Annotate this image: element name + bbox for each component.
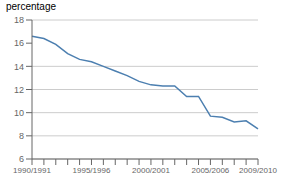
svg-text:10: 10 bbox=[14, 108, 24, 118]
html-text:percentage: percentage bbox=[6, 1, 56, 12]
svg-text:18: 18 bbox=[14, 15, 24, 25]
svg-text:1995/1996: 1995/1996 bbox=[73, 166, 111, 175]
svg-text:8: 8 bbox=[19, 131, 24, 141]
svg-text:2005/2006: 2005/2006 bbox=[192, 166, 230, 175]
svg-text:2009/2010: 2009/2010 bbox=[239, 166, 274, 175]
svg-text:16: 16 bbox=[14, 38, 24, 48]
svg-text:6: 6 bbox=[19, 154, 24, 164]
svg-text:12: 12 bbox=[14, 85, 24, 95]
svg-text:1990/1991: 1990/1991 bbox=[13, 166, 51, 175]
svg-text:2000/2001: 2000/2001 bbox=[132, 166, 170, 175]
svg-text:14: 14 bbox=[14, 62, 24, 72]
